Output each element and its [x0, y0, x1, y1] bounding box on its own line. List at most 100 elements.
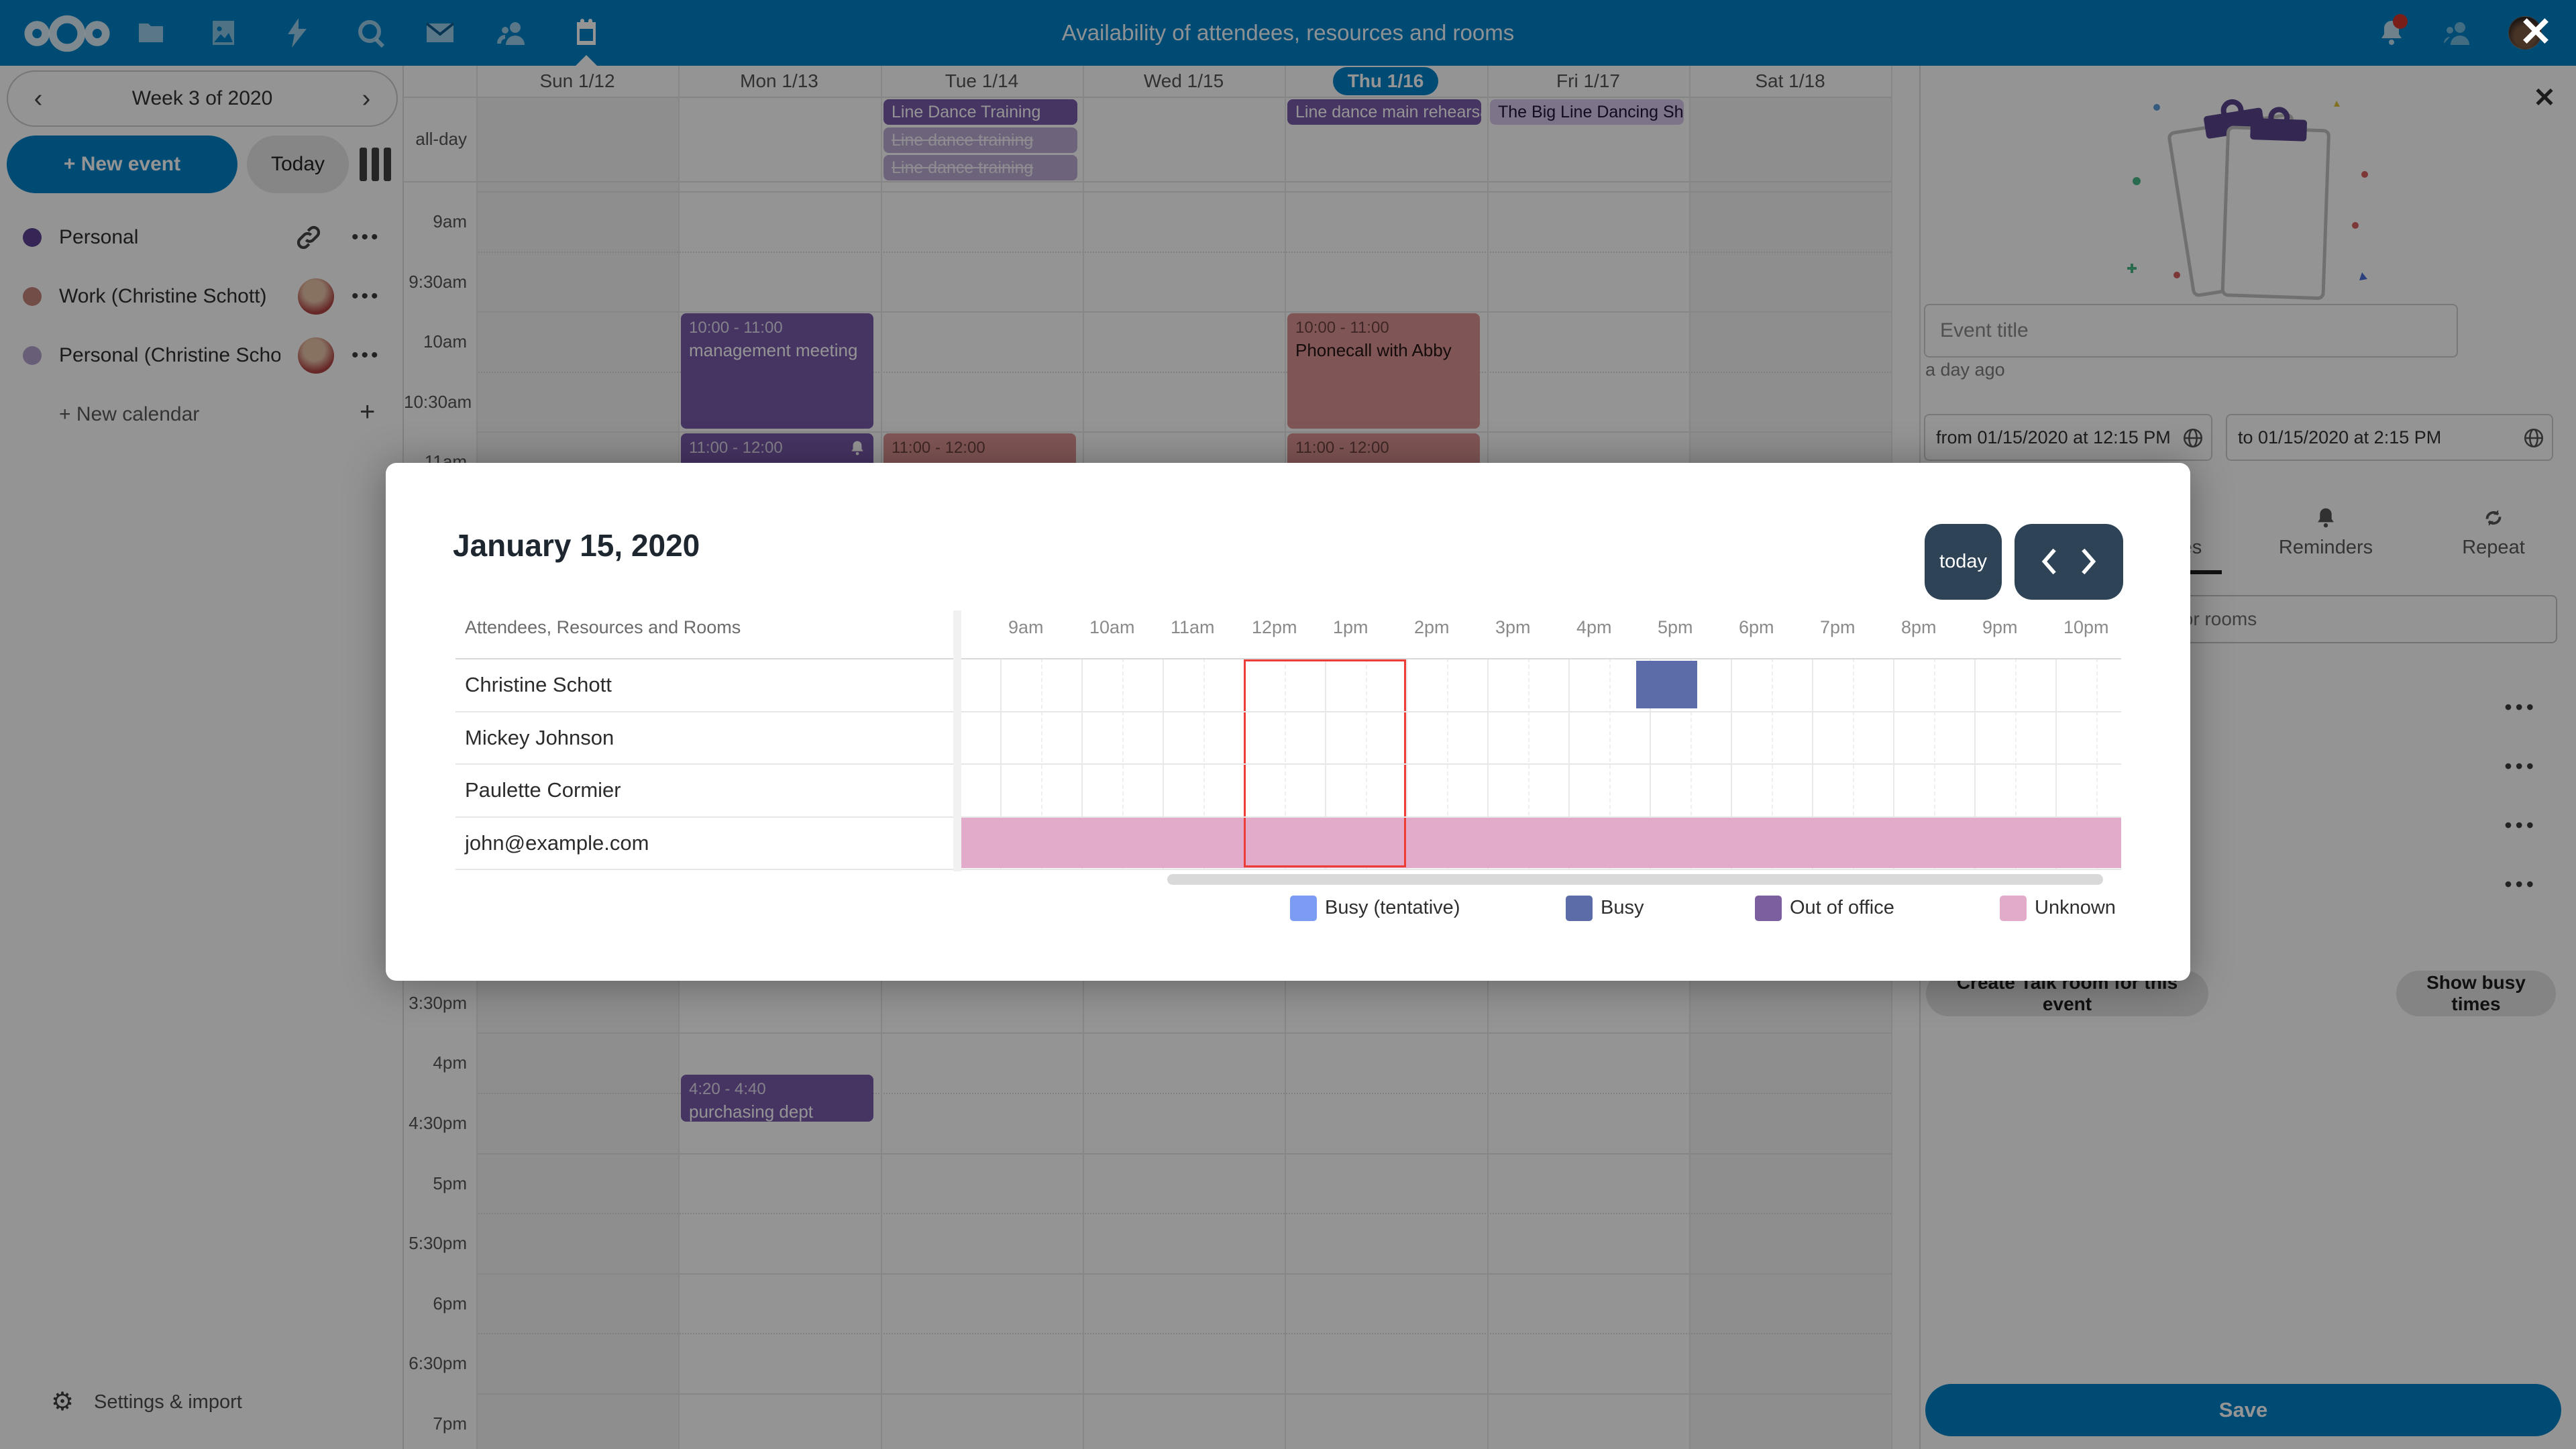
time-gutter-label: 10am: [423, 331, 467, 352]
modal-title: January 15, 2020: [453, 528, 700, 563]
attendee-more-menu[interactable]: •••: [2504, 754, 2537, 778]
nextcloud-logo-icon[interactable]: [20, 15, 114, 52]
new-calendar-button[interactable]: + New calendar +: [0, 385, 404, 439]
busy-block: [1636, 661, 1697, 708]
contacts-app-icon[interactable]: [496, 17, 529, 49]
calendar-name: Work (Christine Schott): [59, 285, 267, 307]
settings-and-import[interactable]: ⚙ Settings & import: [51, 1388, 242, 1416]
chevron-right-icon: [2082, 548, 2096, 575]
header-divider: [404, 97, 1891, 98]
files-app-icon[interactable]: [135, 17, 167, 49]
day-header[interactable]: Sun 1/12: [476, 66, 678, 97]
today-button[interactable]: Today: [247, 136, 349, 193]
tab-repeat[interactable]: Repeat: [2410, 505, 2576, 559]
hour-label: 1pm: [1333, 617, 1368, 637]
new-event-button[interactable]: + New event: [7, 136, 237, 193]
allday-event[interactable]: Line dance training: [883, 155, 1077, 180]
slot-line: [476, 1333, 1891, 1334]
photos-app-icon[interactable]: [207, 17, 239, 49]
event-time: 10:00 - 11:00: [1295, 319, 1389, 337]
attendee-row: •••: [1924, 801, 2557, 849]
next-week-button[interactable]: ›: [362, 84, 371, 113]
event-title-input[interactable]: [1924, 304, 2458, 358]
calendar-more-menu[interactable]: •••: [352, 226, 381, 248]
hour-label: 8pm: [1901, 617, 1937, 637]
save-button[interactable]: Save: [1925, 1384, 2561, 1436]
unknown-availability-bar: [961, 818, 2121, 868]
calendar-event[interactable]: 10:00 - 11:00 Phonecall with Abby: [1287, 313, 1480, 429]
contacts-menu-icon[interactable]: [2441, 17, 2473, 49]
week-label[interactable]: Week 3 of 2020: [131, 87, 273, 109]
day-header[interactable]: Thu 1/16: [1285, 66, 1487, 97]
activity-app-icon[interactable]: [281, 17, 313, 49]
modal-prev-next-buttons[interactable]: [2015, 524, 2123, 600]
gear-icon: ⚙: [51, 1388, 74, 1416]
view-toggle-icon[interactable]: [360, 148, 394, 181]
calendar-event[interactable]: 4:20 - 4:40 purchasing dept: [681, 1075, 873, 1122]
tab-reminders[interactable]: Reminders: [2242, 505, 2410, 559]
calendar-more-menu[interactable]: •••: [352, 344, 381, 366]
attendee-more-menu[interactable]: •••: [2504, 872, 2537, 896]
calendar-list-item[interactable]: Personal (Christine Scho…) •••: [0, 326, 404, 385]
day-header-label: Fri 1/17: [1556, 70, 1620, 91]
modal-today-button[interactable]: today: [1925, 524, 2002, 600]
event-title: management meeting: [689, 340, 858, 361]
legend-swatch: [1755, 896, 1782, 921]
time-grid: 9am 10am 11am 12pm 1pm 2pm 3pm 4pm 5pm 6pm 7pm 8pm 9…: [961, 463, 2121, 875]
allday-event[interactable]: Line Dance Training: [883, 99, 1077, 125]
day-header[interactable]: Fri 1/17: [1487, 66, 1689, 97]
row-divider: [455, 816, 2121, 818]
calendar-list-item[interactable]: Work (Christine Schott) •••: [0, 267, 404, 326]
attendee-more-menu[interactable]: •••: [2504, 813, 2537, 837]
bell-icon: [2318, 508, 2334, 528]
last-modified-text: a day ago: [1925, 360, 2005, 380]
calendar-color-dot: [23, 346, 42, 365]
hour-label: 2pm: [1414, 617, 1450, 637]
allday-event[interactable]: Line dance main rehearsal: [1287, 99, 1481, 125]
day-header-label: Tue 1/14: [945, 70, 1019, 91]
day-header[interactable]: Mon 1/13: [678, 66, 880, 97]
time-gutter-label: 6:30pm: [409, 1353, 467, 1373]
legend-swatch: [2000, 896, 2027, 921]
editor-close-icon[interactable]: ✕: [2533, 83, 2556, 113]
day-header-label: Wed 1/15: [1143, 70, 1224, 91]
mail-app-icon[interactable]: [424, 17, 456, 49]
start-datetime-field[interactable]: from 01/15/2020 at 12:15 PM: [1924, 414, 2212, 461]
allday-event[interactable]: Line dance training: [883, 127, 1077, 153]
attendee-name: john@example.com: [465, 831, 649, 855]
allday-event[interactable]: The Big Line Dancing Show: [1490, 99, 1684, 125]
legend-label: Unknown: [2035, 897, 2116, 918]
slot-line: [476, 431, 1891, 433]
notifications-bell-icon[interactable]: [2375, 14, 2408, 49]
attendee-name: Mickey Johnson: [465, 726, 614, 749]
previous-week-button[interactable]: ‹: [34, 84, 43, 113]
attendee-more-menu[interactable]: •••: [2504, 695, 2537, 719]
hour-label: 7pm: [1820, 617, 1856, 637]
hour-label: 10pm: [2063, 617, 2109, 637]
calendar-more-menu[interactable]: •••: [352, 285, 381, 307]
day-header[interactable]: Wed 1/15: [1083, 66, 1285, 97]
calendar-app-icon[interactable]: [570, 17, 602, 49]
show-busy-times-button[interactable]: Show busy times: [2396, 971, 2556, 1016]
modal-close-button[interactable]: ✕: [2518, 9, 2553, 54]
calendar-event[interactable]: 10:00 - 11:00 management meeting: [681, 313, 873, 429]
day-header-label: Sat 1/18: [1755, 70, 1825, 91]
end-datetime-field[interactable]: to 01/15/2020 at 2:15 PM: [2226, 414, 2553, 461]
time-gutter-label: 10:30am: [404, 392, 472, 412]
day-header-label: Thu 1/16: [1332, 67, 1439, 95]
event-title: Phonecall with Abby: [1295, 340, 1452, 361]
horizontal-scrollbar[interactable]: [1167, 874, 2103, 885]
day-header[interactable]: Sat 1/18: [1689, 66, 1891, 97]
repeat-icon: [2485, 510, 2502, 526]
share-link-icon[interactable]: [294, 223, 323, 252]
search-app-icon[interactable]: [355, 17, 387, 49]
allday-divider: [404, 181, 1891, 182]
user-avatar[interactable]: [2508, 16, 2542, 50]
time-gutter-label: 5pm: [433, 1173, 467, 1193]
day-header[interactable]: Tue 1/14: [881, 66, 1083, 97]
left-sidebar: ‹ Week 3 of 2020 › + New event Today Per…: [0, 66, 404, 1449]
calendar-list-item[interactable]: Personal •••: [0, 208, 404, 267]
page-title: Availability of attendees, resources and…: [1061, 20, 1515, 45]
hour-label: 9am: [1008, 617, 1044, 637]
